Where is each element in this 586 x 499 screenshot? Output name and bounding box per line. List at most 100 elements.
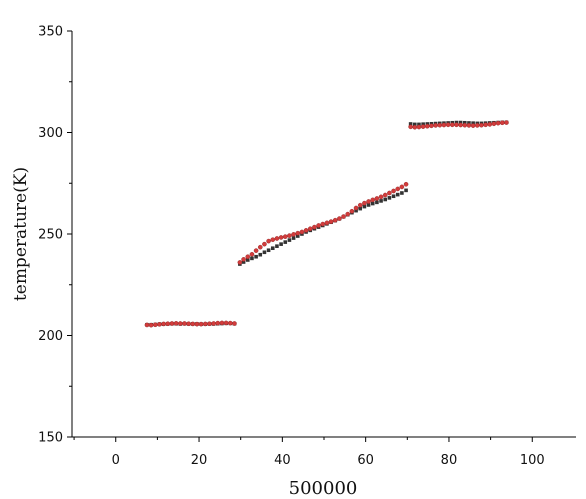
data-point-circle xyxy=(458,122,463,128)
x-tick-label: 80 xyxy=(441,453,458,468)
y-tick-label: 250 xyxy=(38,228,63,243)
data-point-circle xyxy=(307,226,313,232)
data-point-circle xyxy=(274,236,280,241)
data-point-circle xyxy=(161,321,166,327)
data-point-square xyxy=(266,248,271,253)
y-tick-label: 200 xyxy=(38,329,63,344)
data-point-square xyxy=(283,240,288,244)
data-point-circle xyxy=(173,321,179,326)
data-point-circle xyxy=(257,244,263,250)
data-point-circle xyxy=(186,321,191,327)
data-point-circle xyxy=(316,223,321,228)
data-point-circle xyxy=(169,321,175,326)
data-point-square xyxy=(287,238,292,242)
data-point-circle xyxy=(219,320,225,326)
data-point-circle xyxy=(165,321,171,327)
data-point-square xyxy=(354,208,358,213)
y-axis: 150 200 250 300 350 xyxy=(38,25,73,446)
data-point-circle xyxy=(466,123,472,128)
data-point-circle xyxy=(223,320,229,326)
data-point-circle xyxy=(353,205,359,211)
data-point-circle xyxy=(207,321,212,327)
data-point-circle xyxy=(504,120,509,125)
data-point-square xyxy=(241,260,246,264)
y-axis-title: temperature(K) xyxy=(11,167,31,301)
data-point-square xyxy=(467,121,471,125)
data-point-circle xyxy=(282,234,288,239)
data-point-square xyxy=(370,201,375,206)
data-point-square xyxy=(270,246,275,251)
data-point-circle xyxy=(144,322,150,328)
data-point-circle xyxy=(445,122,451,128)
data-point-circle xyxy=(429,123,434,129)
data-point-square xyxy=(400,191,404,195)
data-point-square xyxy=(366,203,371,207)
data-point-square xyxy=(391,194,396,199)
data-point-square xyxy=(471,121,475,125)
data-point-circle xyxy=(412,124,418,130)
x-axis: 0 20 40 60 80 100 xyxy=(72,436,576,468)
data-point-circle xyxy=(270,237,276,242)
data-point-square xyxy=(387,196,392,200)
data-point-circle xyxy=(324,220,330,226)
data-point-circle xyxy=(190,321,196,327)
data-point-circle xyxy=(337,216,342,221)
data-point-circle xyxy=(399,184,405,190)
data-point-square xyxy=(375,200,379,205)
data-point-circle xyxy=(483,122,488,128)
data-point-circle xyxy=(366,199,371,204)
data-point-circle xyxy=(495,120,501,126)
data-point-circle xyxy=(387,190,392,196)
data-point-circle xyxy=(374,196,380,201)
data-point-square xyxy=(250,256,254,261)
data-point-circle xyxy=(312,224,317,230)
data-point-square xyxy=(462,120,467,125)
data-point-circle xyxy=(437,122,443,128)
data-point-square xyxy=(254,254,258,259)
data-point-square xyxy=(275,244,279,248)
y-tick-label: 150 xyxy=(38,431,63,446)
data-point-circle xyxy=(153,322,158,328)
x-tick-label: 0 xyxy=(112,453,120,468)
x-tick-label: 40 xyxy=(274,453,291,468)
data-point-circle xyxy=(266,238,271,244)
data-point-circle xyxy=(454,122,459,128)
data-point-circle xyxy=(345,211,351,217)
data-point-circle xyxy=(237,260,243,265)
y-tick-label: 300 xyxy=(38,126,63,141)
data-point-square xyxy=(458,120,463,125)
data-point-circle xyxy=(341,214,346,219)
data-point-circle xyxy=(227,320,233,326)
data-point-square xyxy=(258,252,263,257)
data-point-circle xyxy=(232,321,237,326)
data-point-circle xyxy=(182,321,187,326)
series-layer xyxy=(144,120,509,328)
data-point-circle xyxy=(416,124,422,130)
data-point-circle xyxy=(433,123,438,128)
data-point-square xyxy=(413,122,417,127)
series-2 xyxy=(144,120,509,328)
data-point-circle xyxy=(194,321,200,327)
data-point-square xyxy=(421,122,425,126)
data-point-square xyxy=(262,250,267,255)
data-point-square xyxy=(408,122,413,126)
data-point-circle xyxy=(424,123,430,129)
data-point-circle xyxy=(378,194,384,200)
data-point-circle xyxy=(245,254,251,260)
data-point-circle xyxy=(299,229,305,235)
data-point-circle xyxy=(403,181,409,187)
data-point-circle xyxy=(249,251,255,257)
data-point-circle xyxy=(253,248,259,253)
data-point-square xyxy=(358,206,363,211)
data-point-square xyxy=(404,188,408,193)
data-point-circle xyxy=(462,122,468,128)
data-point-square xyxy=(279,242,283,246)
data-point-circle xyxy=(391,188,396,194)
data-point-square xyxy=(383,197,388,202)
data-point-circle xyxy=(382,192,388,198)
data-point-square xyxy=(417,122,421,127)
data-point-circle xyxy=(357,202,363,208)
data-point-circle xyxy=(479,122,484,128)
data-point-circle xyxy=(362,200,367,206)
